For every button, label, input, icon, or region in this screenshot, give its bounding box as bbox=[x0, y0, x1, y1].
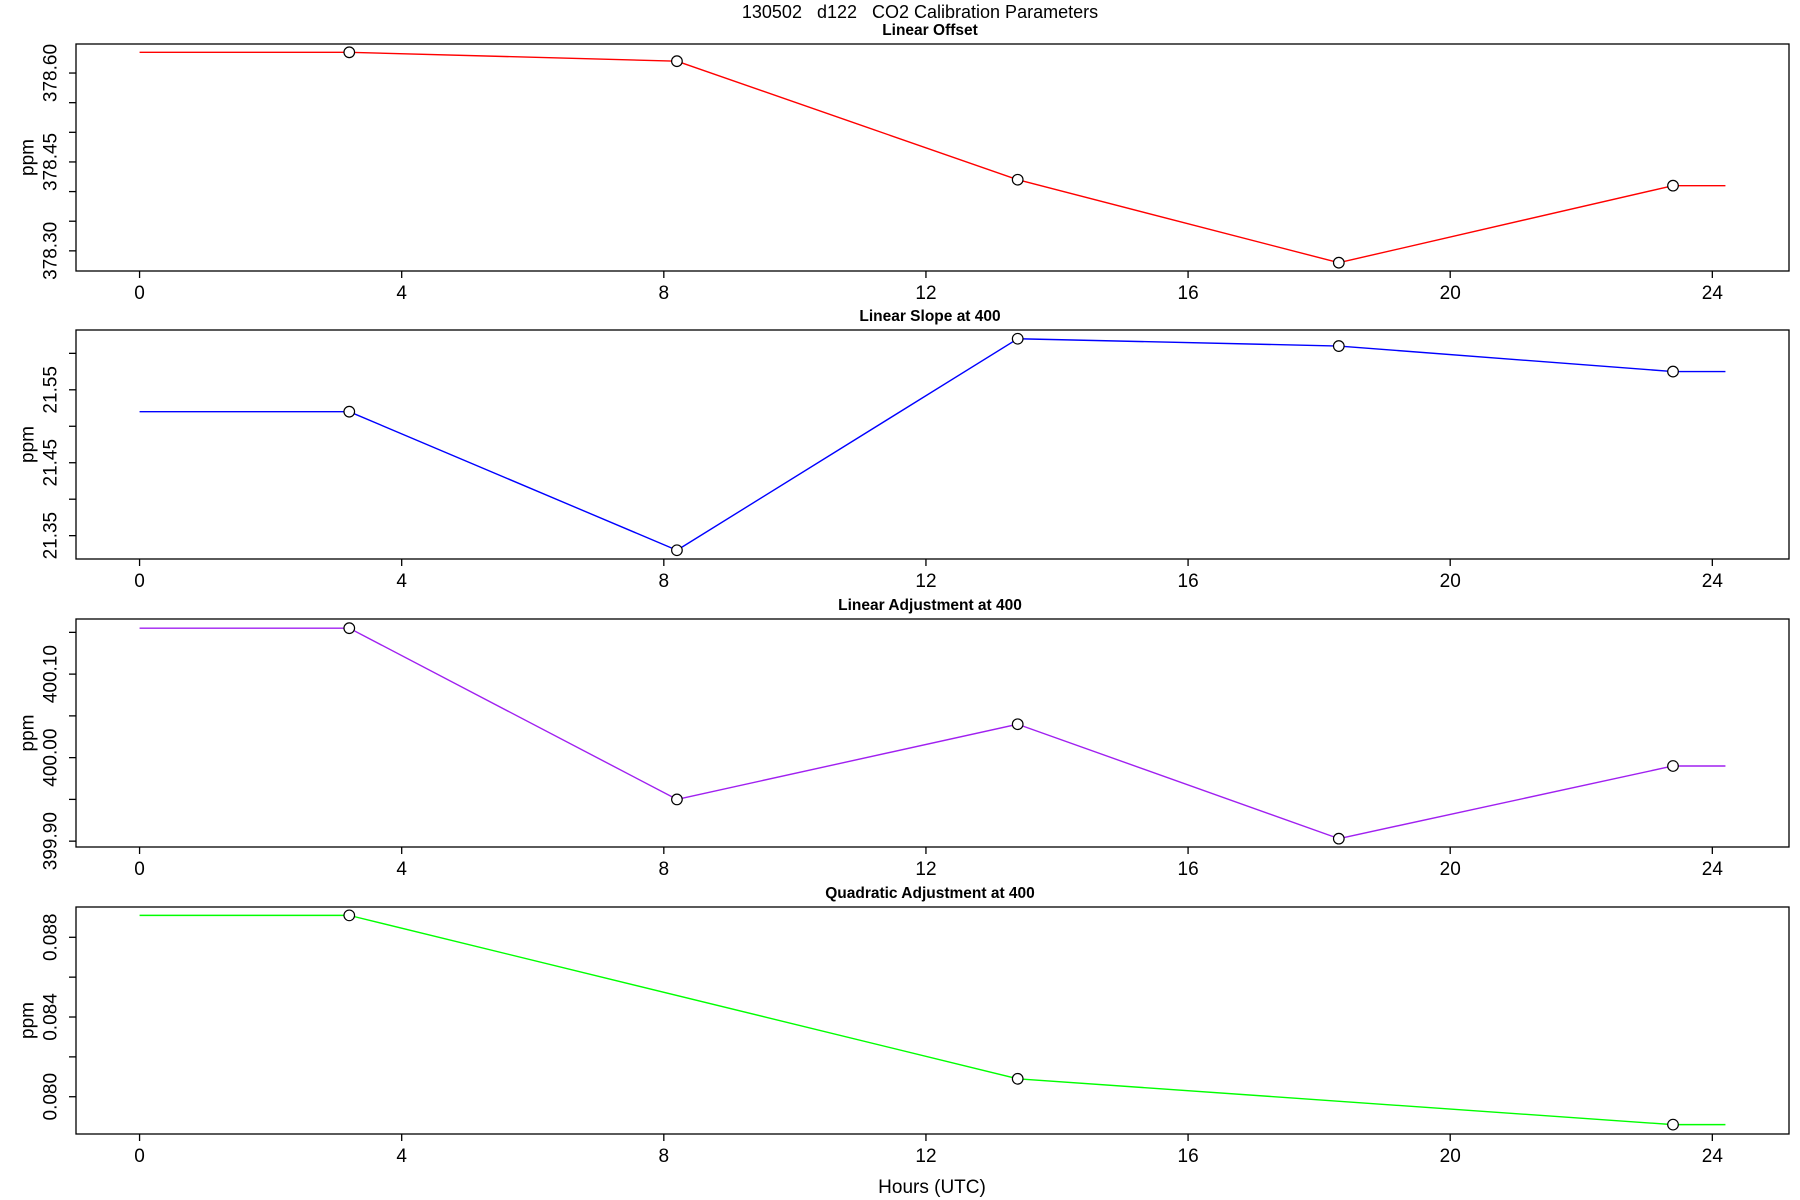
panel-quadratic-adjustment-at-400: Quadratic Adjustment at 400 0 4 8 12 16 20 24 0.… bbox=[18, 885, 1790, 1167]
x-axis-tick-label: 16 bbox=[1178, 283, 1199, 304]
y-axis-tick-label: 400.10 bbox=[41, 645, 62, 703]
data-point-marker bbox=[1011, 718, 1024, 731]
x-axis-tick-label: 20 bbox=[1440, 571, 1461, 592]
plot-border bbox=[75, 618, 1790, 848]
x-axis-tick-label: 8 bbox=[659, 1146, 670, 1167]
x-axis-tick-label: 4 bbox=[396, 859, 407, 880]
data-point-marker bbox=[1667, 365, 1679, 378]
panel-title: Linear Adjustment at 400 bbox=[838, 597, 1022, 614]
x-axis-tick-label: 4 bbox=[396, 571, 407, 592]
data-point-marker bbox=[1667, 179, 1679, 192]
data-point-marker bbox=[1332, 340, 1345, 352]
x-axis-tick-label: 12 bbox=[915, 1146, 936, 1167]
data-point-marker bbox=[671, 544, 683, 557]
plot-border bbox=[75, 906, 1790, 1135]
panel-title: Quadratic Adjustment at 400 bbox=[825, 885, 1035, 902]
y-axis-tick-label: 378.60 bbox=[41, 44, 62, 102]
main-title: 130502 d122 CO2 Calibration Parameters bbox=[742, 2, 1098, 22]
series-line bbox=[139, 51, 1726, 264]
panel-linear-adjustment-at-400: Linear Adjustment at 400 0 4 8 12 16 20 24 399.9… bbox=[18, 597, 1790, 880]
series-line bbox=[139, 914, 1726, 1126]
data-point-marker bbox=[1667, 760, 1679, 772]
panel-linear-offset: Linear Offset 0 4 8 12 16 20 24 378.30 378.45 378.… bbox=[18, 22, 1790, 304]
chart-panels: Linear Offset 0 4 8 12 16 20 24 378.30 378.45 378.… bbox=[18, 22, 1790, 1167]
x-axis-tick-label: 20 bbox=[1440, 859, 1461, 880]
data-point-marker bbox=[1011, 332, 1024, 345]
y-axis-title: ppm bbox=[18, 426, 39, 463]
y-axis-tick-label: 0.084 bbox=[41, 993, 62, 1041]
y-axis-title: ppm bbox=[18, 139, 39, 176]
y-axis-tick-label: 21.55 bbox=[41, 366, 62, 414]
series-line bbox=[139, 338, 1726, 551]
data-point-marker bbox=[343, 405, 356, 418]
x-axis-tick-label: 0 bbox=[134, 571, 145, 592]
y-axis-title: ppm bbox=[18, 1002, 39, 1039]
panel-title: Linear Slope at 400 bbox=[859, 308, 1000, 325]
x-axis-tick-label: 12 bbox=[915, 283, 936, 304]
y-axis-title: ppm bbox=[18, 715, 39, 752]
panel-linear-slope-at-400: Linear Slope at 400 0 4 8 12 16 20 24 21.35 21.45… bbox=[18, 308, 1790, 592]
x-axis-tick-label: 0 bbox=[134, 859, 145, 880]
x-axis-tick-label: 24 bbox=[1702, 1146, 1724, 1167]
data-point-marker bbox=[1011, 173, 1024, 186]
x-axis-tick-label: 0 bbox=[134, 1146, 145, 1167]
x-axis-tick-label: 8 bbox=[659, 571, 670, 592]
x-axis-title: Hours (UTC) bbox=[878, 1177, 986, 1198]
y-axis-tick-label: 400.00 bbox=[41, 729, 62, 787]
y-axis-tick-label: 378.30 bbox=[41, 222, 62, 280]
y-axis-tick-label: 378.45 bbox=[41, 133, 62, 191]
x-axis-tick-label: 0 bbox=[134, 283, 145, 304]
x-axis-tick-label: 8 bbox=[659, 859, 670, 880]
x-axis-tick-label: 12 bbox=[915, 571, 936, 592]
x-axis-tick-label: 4 bbox=[396, 1146, 407, 1167]
data-point-marker bbox=[671, 793, 683, 806]
series-line bbox=[139, 627, 1726, 840]
panel-title: Linear Offset bbox=[882, 22, 978, 39]
data-point-marker bbox=[1011, 1072, 1024, 1085]
y-axis-tick-label: 21.35 bbox=[41, 512, 62, 560]
x-axis-tick-label: 4 bbox=[396, 283, 407, 304]
x-axis-tick-label: 8 bbox=[659, 283, 670, 304]
y-axis-tick-label: 0.080 bbox=[41, 1073, 62, 1121]
data-point-marker bbox=[343, 622, 356, 635]
x-axis-tick-label: 12 bbox=[915, 859, 936, 880]
x-axis-tick-label: 24 bbox=[1702, 859, 1724, 880]
data-point-marker bbox=[343, 46, 356, 59]
y-axis-tick-label: 21.45 bbox=[41, 439, 62, 487]
x-axis-tick-label: 24 bbox=[1702, 283, 1724, 304]
y-axis-tick-label: 399.90 bbox=[41, 812, 62, 870]
x-axis-tick-label: 24 bbox=[1702, 571, 1724, 592]
x-axis-tick-label: 20 bbox=[1440, 283, 1461, 304]
x-axis-tick-label: 16 bbox=[1178, 859, 1199, 880]
plot-border bbox=[75, 43, 1790, 272]
data-point-marker bbox=[343, 909, 356, 922]
data-point-marker bbox=[1332, 256, 1345, 269]
y-axis-tick-label: 0.088 bbox=[41, 914, 62, 962]
plot-border bbox=[75, 329, 1790, 560]
x-axis-tick-label: 20 bbox=[1440, 1146, 1461, 1167]
x-axis-tick-label: 16 bbox=[1178, 571, 1199, 592]
data-point-marker bbox=[671, 55, 683, 68]
data-point-marker bbox=[1332, 832, 1345, 845]
x-axis-tick-label: 16 bbox=[1178, 1146, 1199, 1167]
data-point-marker bbox=[1667, 1118, 1679, 1131]
